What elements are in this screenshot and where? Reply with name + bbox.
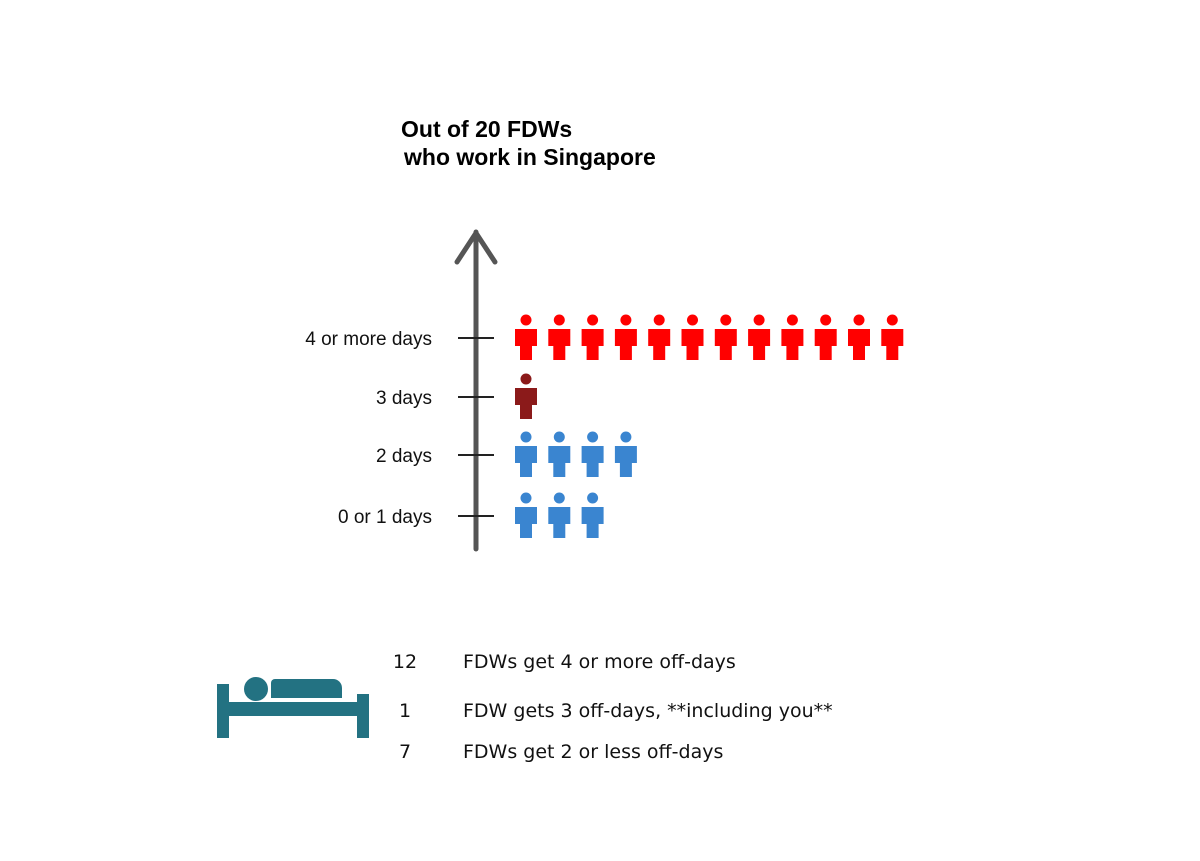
summary-count: 7 (398, 741, 412, 763)
person-icon (614, 314, 637, 360)
category-label: 2 days (376, 446, 432, 467)
person-icon (548, 492, 571, 538)
chart-row: 4 or more days (305, 314, 904, 360)
person-icon (848, 314, 870, 360)
chart-row: 2 days (376, 431, 637, 477)
title-line-1: Out of 20 FDWs (401, 116, 573, 142)
category-label: 4 or more days (305, 329, 432, 350)
person-icon (814, 314, 837, 360)
person-icon (714, 314, 737, 360)
summary-text: FDW gets 3 off-days, **including you** (463, 700, 833, 722)
chart-title: Out of 20 FDWs who work in Singapore (401, 115, 656, 171)
summary-row-1: 12 FDWs get 4 or more off-days (385, 648, 736, 676)
title-line-2: who work in Singapore (404, 144, 656, 170)
summary-count: 12 (392, 651, 418, 673)
person-icon (515, 492, 537, 538)
axis-arrow-icon (454, 230, 498, 265)
person-icon (515, 431, 537, 477)
category-label: 3 days (376, 388, 432, 409)
chart-row: 3 days (376, 373, 537, 419)
person-icon (581, 492, 604, 538)
summary-row-3: 7 FDWs get 2 or less off-days (385, 738, 723, 766)
bed-icon (217, 677, 369, 738)
summary-text: FDWs get 2 or less off-days (463, 741, 724, 763)
person-icon (748, 314, 771, 360)
person-icon (648, 314, 671, 360)
summary-row-2: 1 FDW gets 3 off-days, **including you** (385, 697, 833, 725)
chart-rows: 4 or more days 3 days 2 days 0 or 1 days (305, 314, 904, 538)
chart-row: 0 or 1 days (338, 492, 604, 538)
person-icon (515, 373, 537, 419)
category-label: 0 or 1 days (338, 507, 432, 528)
summary-text: FDWs get 4 or more off-days (463, 651, 736, 673)
person-icon (614, 431, 637, 477)
person-icon (548, 314, 571, 360)
person-icon (515, 314, 537, 360)
y-axis (454, 229, 498, 552)
person-icon (881, 314, 904, 360)
person-icon (781, 314, 804, 360)
person-icon (581, 314, 604, 360)
person-icon (581, 431, 604, 477)
summary-count: 1 (398, 700, 412, 722)
person-icon (681, 314, 704, 360)
person-icon (548, 431, 571, 477)
